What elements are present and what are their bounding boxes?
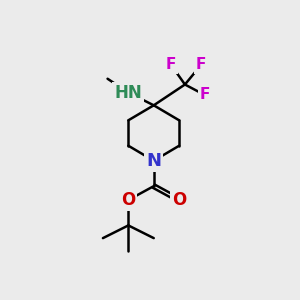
- Text: O: O: [172, 191, 186, 209]
- Text: F: F: [200, 87, 210, 102]
- Text: N: N: [146, 152, 161, 170]
- Text: F: F: [196, 57, 206, 72]
- Text: F: F: [166, 57, 176, 72]
- Text: HN: HN: [115, 84, 142, 102]
- Text: O: O: [121, 191, 136, 209]
